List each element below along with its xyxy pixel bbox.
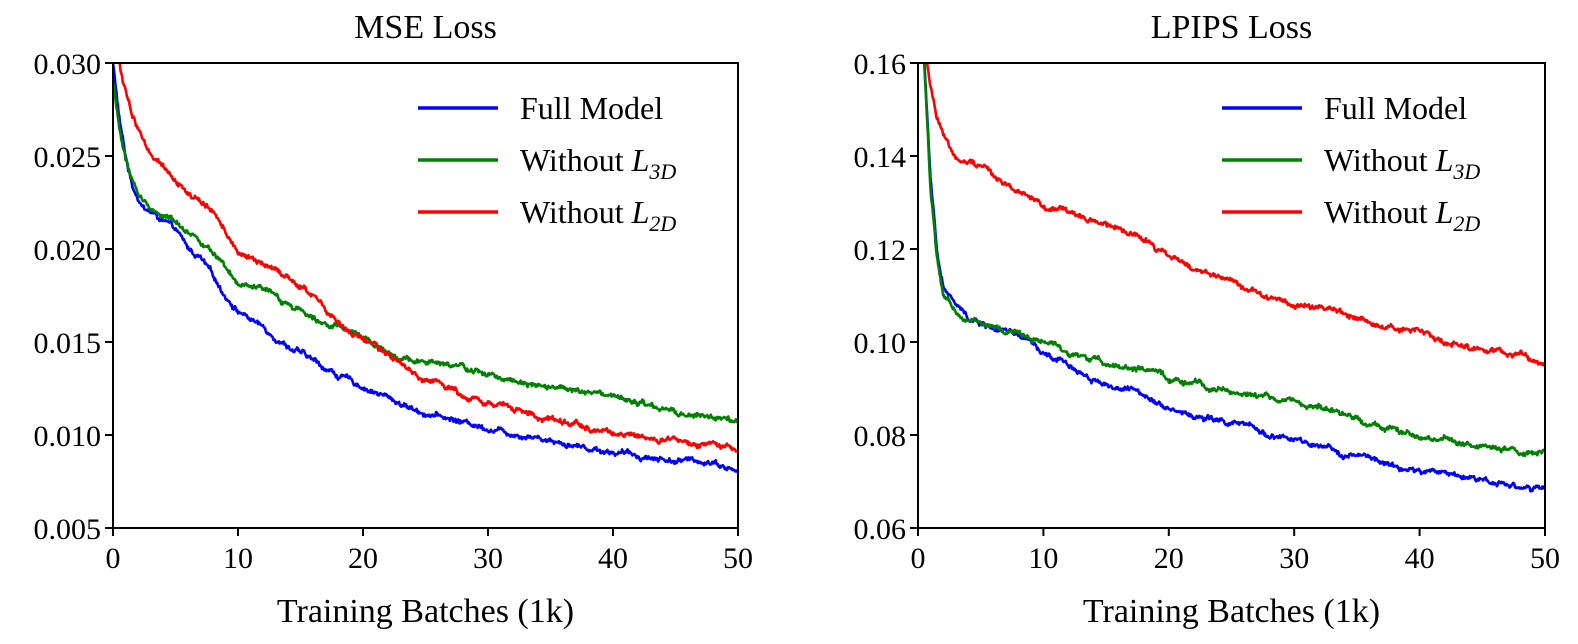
legend-label-no3d: Without L3D bbox=[1324, 142, 1480, 184]
x-tick-label: 40 bbox=[1405, 542, 1435, 575]
x-tick-label: 50 bbox=[723, 542, 753, 575]
x-tick-label: 0 bbox=[106, 542, 121, 575]
y-tick-label: 0.14 bbox=[854, 141, 907, 174]
x-tick-label: 10 bbox=[1028, 542, 1058, 575]
x-tick-label: 0 bbox=[911, 542, 926, 575]
x-tick-label: 20 bbox=[348, 542, 378, 575]
chart-title: LPIPS Loss bbox=[1151, 9, 1313, 46]
x-tick-label: 40 bbox=[598, 542, 628, 575]
x-tick-label: 20 bbox=[1154, 542, 1184, 575]
legend-label-no3d: Without L3D bbox=[520, 142, 676, 184]
y-tick-label: 0.16 bbox=[854, 48, 907, 81]
legend: Full Model Without L3D Without L2D bbox=[1222, 90, 1480, 236]
chart-2: 0 10 20 30 40 50 0.06 0.08 0.10 0.12 0.14 0.16 LPIPS… bbox=[854, 9, 1561, 630]
legend-label-no2d: Without L2D bbox=[1324, 194, 1480, 236]
y-tick-label: 0.020 bbox=[34, 234, 102, 267]
legend: Full Model Without L3D Without L2D bbox=[418, 90, 676, 236]
series-lines bbox=[113, 63, 738, 474]
y-tick-label: 0.10 bbox=[854, 327, 907, 360]
x-tick-label: 50 bbox=[1530, 542, 1560, 575]
series-line-no2d bbox=[925, 63, 1545, 367]
y-tick-label: 0.015 bbox=[34, 327, 102, 360]
chart-title: MSE Loss bbox=[354, 9, 497, 46]
x-axis-label: Training Batches (1k) bbox=[277, 593, 574, 630]
x-tick-label: 30 bbox=[1279, 542, 1309, 575]
series-lines bbox=[922, 63, 1545, 493]
legend-label-full: Full Model bbox=[520, 90, 663, 126]
series-line-no2d bbox=[118, 63, 738, 453]
x-axis-label: Training Batches (1k) bbox=[1083, 593, 1380, 630]
series-line-full bbox=[923, 63, 1545, 493]
y-tick-label: 0.08 bbox=[854, 420, 907, 453]
x-tick-label: 30 bbox=[473, 542, 503, 575]
y-tick-label: 0.025 bbox=[34, 141, 102, 174]
y-tick-label: 0.12 bbox=[854, 234, 907, 267]
y-tick-label: 0.005 bbox=[34, 513, 102, 546]
series-line-no3d bbox=[113, 81, 738, 424]
y-tick-label: 0.06 bbox=[854, 513, 907, 546]
plot-frame bbox=[112, 62, 739, 529]
x-tick-label: 10 bbox=[223, 542, 253, 575]
legend-label-full: Full Model bbox=[1324, 90, 1467, 126]
chart-1: 0 10 20 30 40 50 0.005 0.010 0.015 0.020 0.025 0.03… bbox=[34, 9, 754, 630]
series-line-no3d bbox=[922, 63, 1545, 458]
y-tick-label: 0.010 bbox=[34, 420, 102, 453]
series-line-full bbox=[113, 63, 738, 474]
y-tick-label: 0.030 bbox=[34, 48, 102, 81]
legend-label-no2d: Without L2D bbox=[520, 194, 676, 236]
plot-frame bbox=[917, 62, 1546, 529]
